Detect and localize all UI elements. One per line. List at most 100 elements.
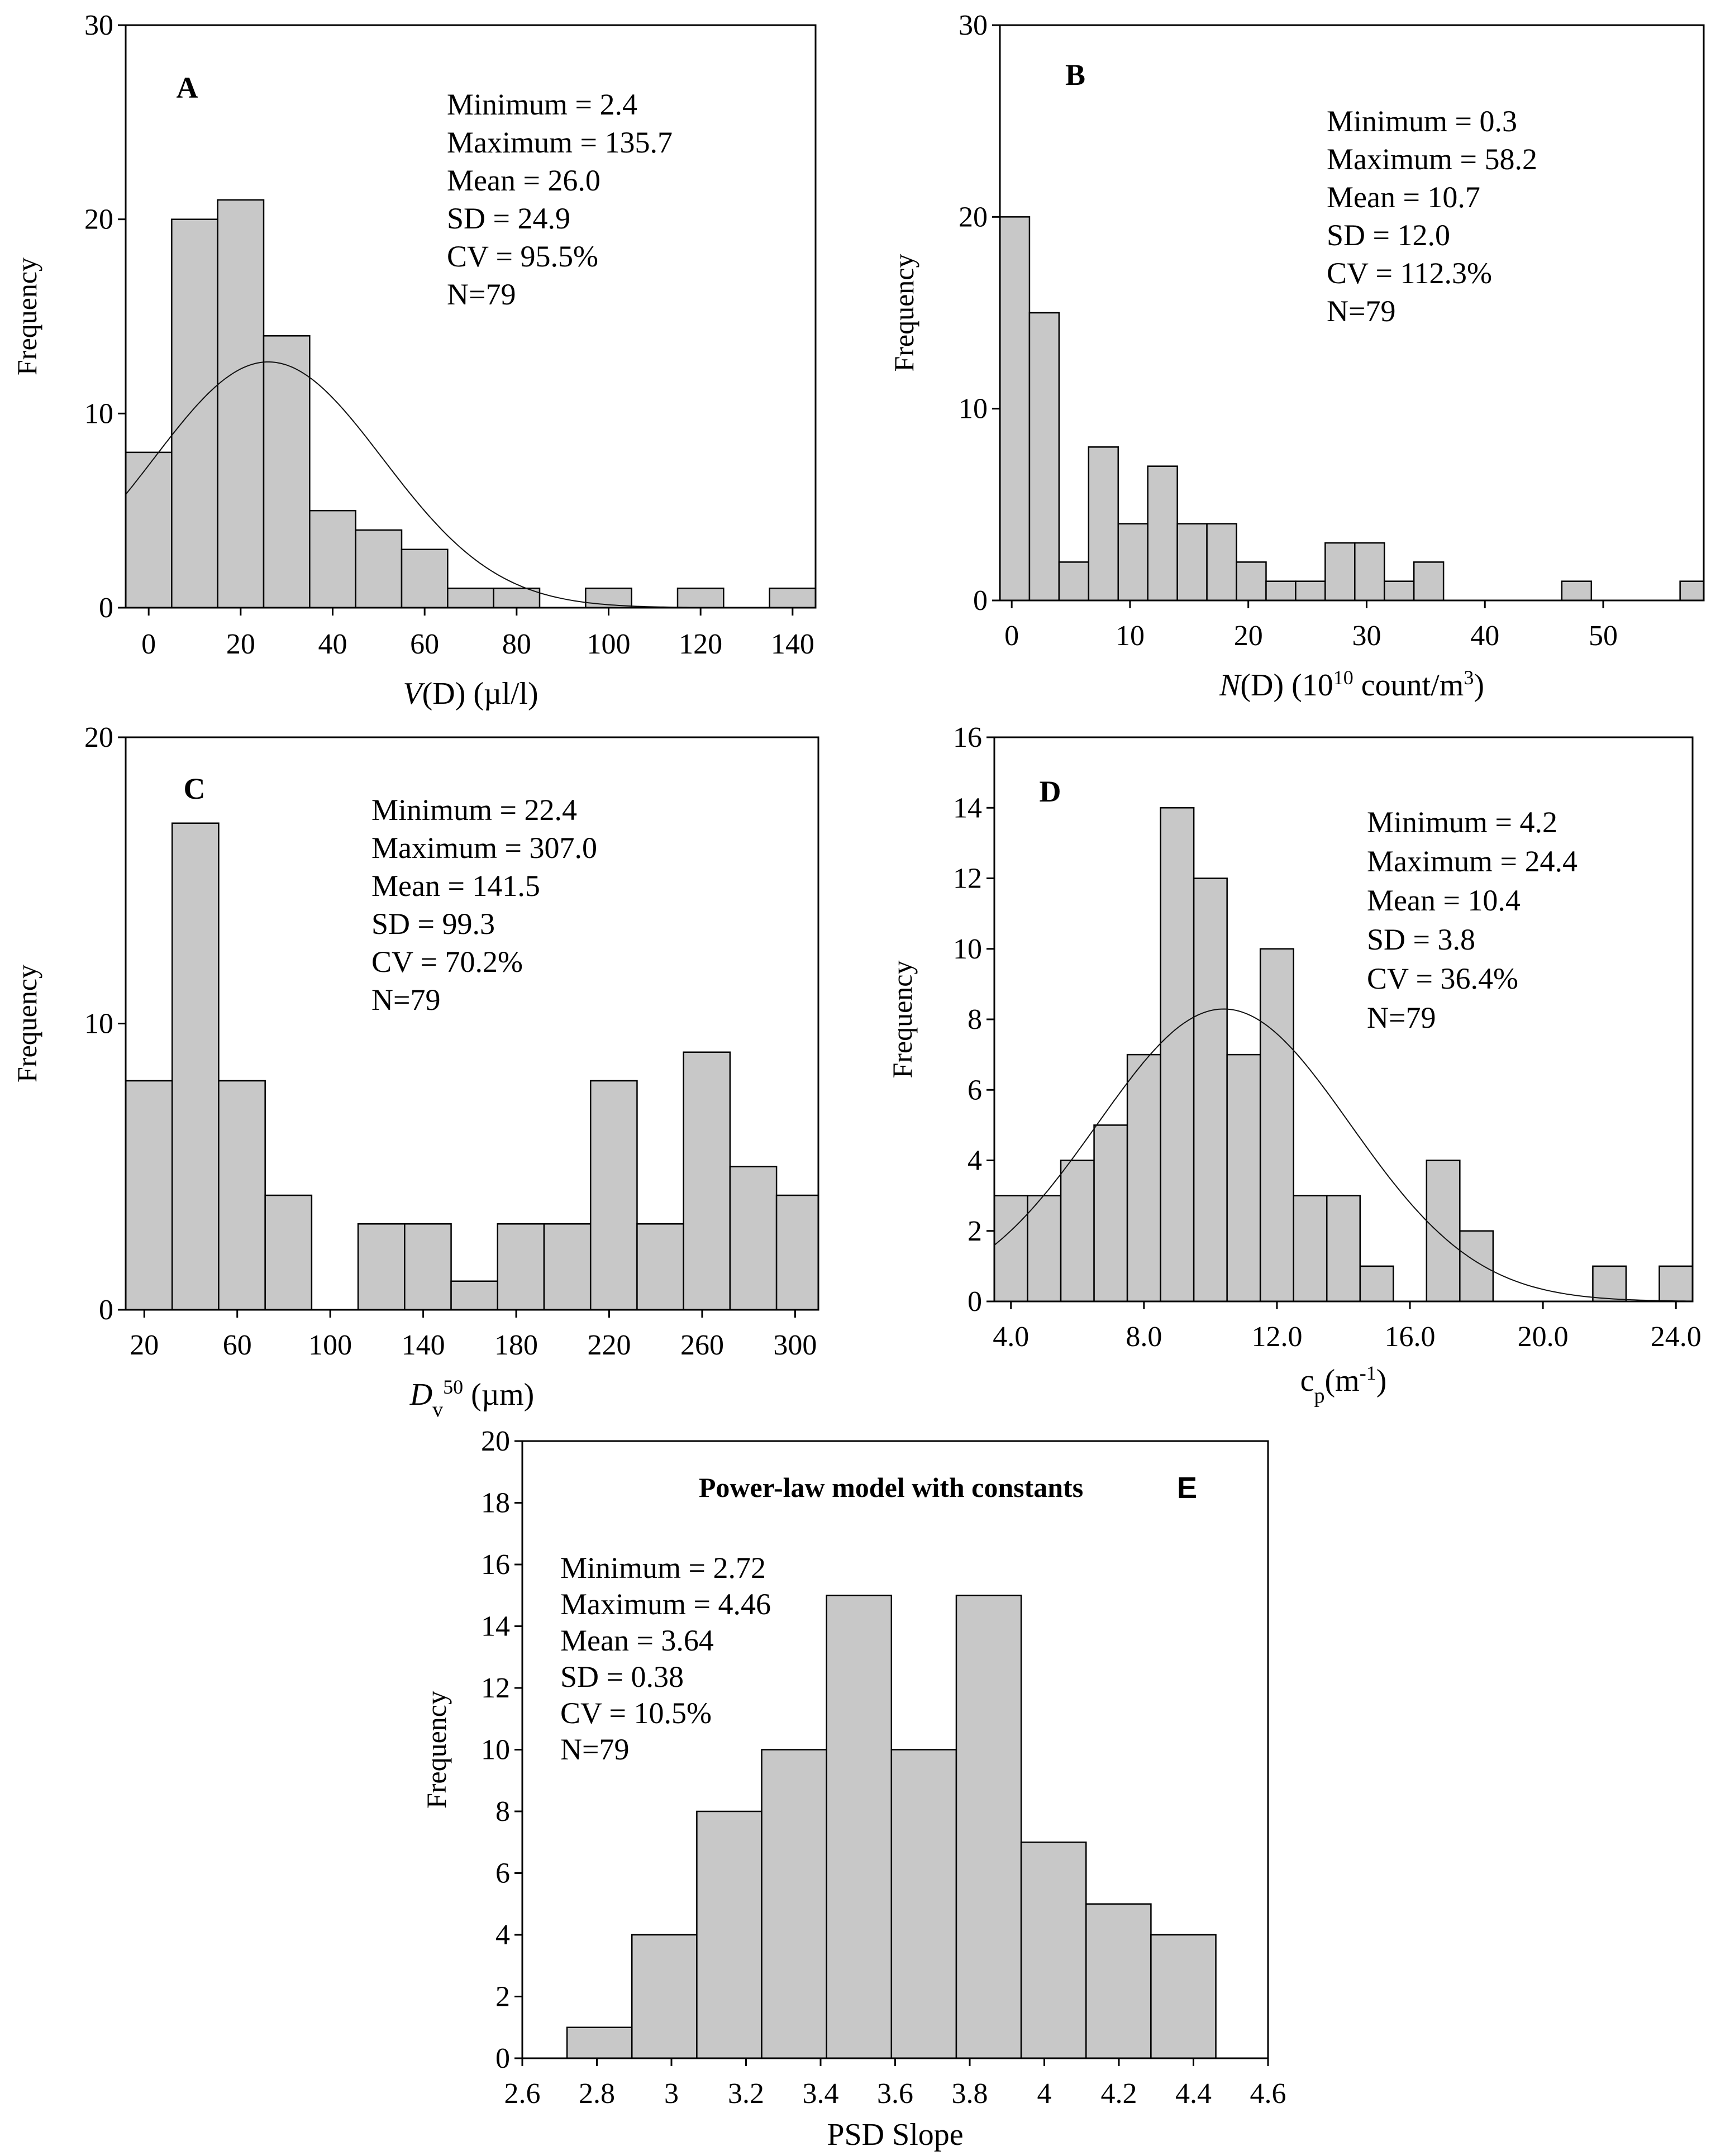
histogram-bar (1326, 1195, 1361, 1303)
x-axis-title: PSD Slope (827, 2117, 963, 2152)
y-axis-title: Frequency (11, 257, 42, 375)
axis-title-part: 10 (1333, 666, 1353, 689)
stats-line: Minimum = 4.2 (1367, 805, 1557, 839)
histogram-bar (993, 1195, 1028, 1303)
stats-line: Mean = 10.4 (1367, 884, 1521, 917)
histogram-bar (676, 587, 725, 609)
stats-line: Maximum = 24.4 (1367, 845, 1577, 878)
x-tick-label: 4.2 (1101, 2078, 1137, 2110)
histogram-bar (631, 1934, 698, 2059)
stats-line: N=79 (447, 278, 516, 311)
y-tick-label: 16 (953, 722, 982, 753)
histogram-bar (497, 1223, 545, 1311)
histogram-bar (1160, 807, 1195, 1303)
x-tick-label: 0 (141, 628, 156, 660)
stats-line: CV = 112.3% (1327, 256, 1492, 290)
histogram-bar (1293, 1195, 1328, 1303)
stats-line: Maximum = 135.7 (447, 126, 673, 159)
x-tick-label: 3.2 (728, 2078, 764, 2110)
histogram-bar (1459, 1230, 1494, 1303)
histogram-panel-d: 0 2 4 6 8 10 12 14 16 4.0 8.0 12.0 16.0 20.0 24.0 Frequ… (887, 722, 1702, 1408)
axis-title-part: p (1314, 1384, 1324, 1408)
y-axis-title: Frequency (888, 254, 919, 371)
axis-title-part: (D) (10 (1240, 668, 1333, 703)
y-tick-label: 4 (495, 1919, 510, 1951)
panel-label: A (177, 71, 198, 104)
axis-title-part: c (1300, 1363, 1314, 1398)
panel-subtitle: Power-law model with constants (699, 1472, 1083, 1503)
x-tick-label: 2.6 (504, 2078, 541, 2110)
axis-title-part: (D) (µl/l) (422, 676, 538, 711)
stats-line: N=79 (371, 983, 440, 1017)
axis-title-part: (µm) (463, 1377, 534, 1412)
histogram-bar (217, 199, 265, 609)
y-tick-label: 30 (84, 9, 113, 41)
histogram-bar (1147, 465, 1178, 602)
axis-title-part: v (432, 1398, 443, 1422)
histogram-bar (1295, 580, 1326, 602)
x-tick-label: 80 (502, 628, 531, 660)
panel-label: B (1065, 58, 1085, 92)
panel-label: E (1177, 1471, 1197, 1505)
y-tick-label: 14 (481, 1611, 510, 1643)
y-tick-label: 4 (967, 1145, 982, 1177)
y-tick-label: 2 (495, 1981, 510, 2013)
histogram-bar (1150, 1934, 1217, 2059)
histogram-panel-e: 0 2 4 6 8 10 12 14 16 18 20 2.6 2.8 3 3.2 3.4 3.6 3.8 4 4.2… (421, 1425, 1286, 2152)
stats-line: Maximum = 307.0 (371, 831, 597, 865)
y-tick-label: 20 (959, 201, 988, 233)
x-tick-label: 50 (1589, 620, 1618, 652)
histogram-bar (355, 529, 403, 609)
stats-line: CV = 95.5% (447, 240, 598, 273)
histogram-bar (1236, 561, 1267, 602)
x-tick-label: 60 (410, 628, 439, 660)
histogram-bar (1117, 523, 1148, 602)
x-tick-label: 40 (1470, 620, 1499, 652)
histogram-bar (1126, 1053, 1161, 1303)
x-tick-label: 8.0 (1126, 1321, 1162, 1353)
histogram-bar (1226, 1053, 1261, 1303)
histogram-bar (775, 1194, 819, 1311)
x-tick-label: 20 (1234, 620, 1263, 652)
x-tick-label: 220 (588, 1329, 631, 1361)
histogram-bar (729, 1166, 778, 1311)
histogram-bar (357, 1223, 406, 1311)
x-tick-label: 4.0 (993, 1321, 1029, 1353)
x-tick-label: 4.4 (1175, 2078, 1212, 2110)
x-tick-label: 3.6 (877, 2078, 913, 2110)
histogram-bar (589, 1080, 638, 1311)
stats-line: Mean = 10.7 (1327, 180, 1480, 214)
x-tick-label: 20 (226, 628, 255, 660)
histogram-bar (769, 587, 817, 609)
x-tick-label: 260 (680, 1329, 724, 1361)
histogram-bar (1592, 1265, 1627, 1303)
stats-line: Maximum = 4.46 (560, 1587, 771, 1621)
histogram-bar (890, 1749, 957, 2059)
histogram-bar (1088, 446, 1119, 602)
histogram-bar (263, 335, 311, 609)
y-tick-label: 6 (967, 1074, 982, 1106)
axis-title-part: N (1219, 668, 1242, 703)
stats-line: SD = 3.8 (1367, 923, 1475, 956)
axis-title-part: D (409, 1377, 432, 1412)
histogram-bar (1193, 877, 1228, 1303)
histogram-panel-c: 0 10 20 20 60 100 140 180 220 260 300 Frequency Dv50… (11, 722, 819, 1422)
histogram-bar (1265, 580, 1297, 602)
x-tick-label: 140 (402, 1329, 445, 1361)
stats-line: Minimum = 22.4 (371, 793, 577, 827)
y-axis-title: Frequency (421, 1691, 452, 1809)
y-tick-label: 8 (967, 1004, 982, 1036)
histogram-bar (1028, 312, 1060, 602)
y-tick-label: 14 (953, 792, 982, 824)
histogram-bar (171, 822, 220, 1311)
histogram-bar (401, 548, 449, 609)
y-tick-label: 20 (84, 204, 113, 236)
x-tick-label: 12.0 (1251, 1321, 1302, 1353)
x-tick-label: 2.8 (579, 2078, 615, 2110)
histogram-bar (1259, 948, 1294, 1303)
histogram-bar (1206, 523, 1237, 602)
stats-line: N=79 (1327, 294, 1395, 328)
x-tick-label: 20.0 (1518, 1321, 1569, 1353)
